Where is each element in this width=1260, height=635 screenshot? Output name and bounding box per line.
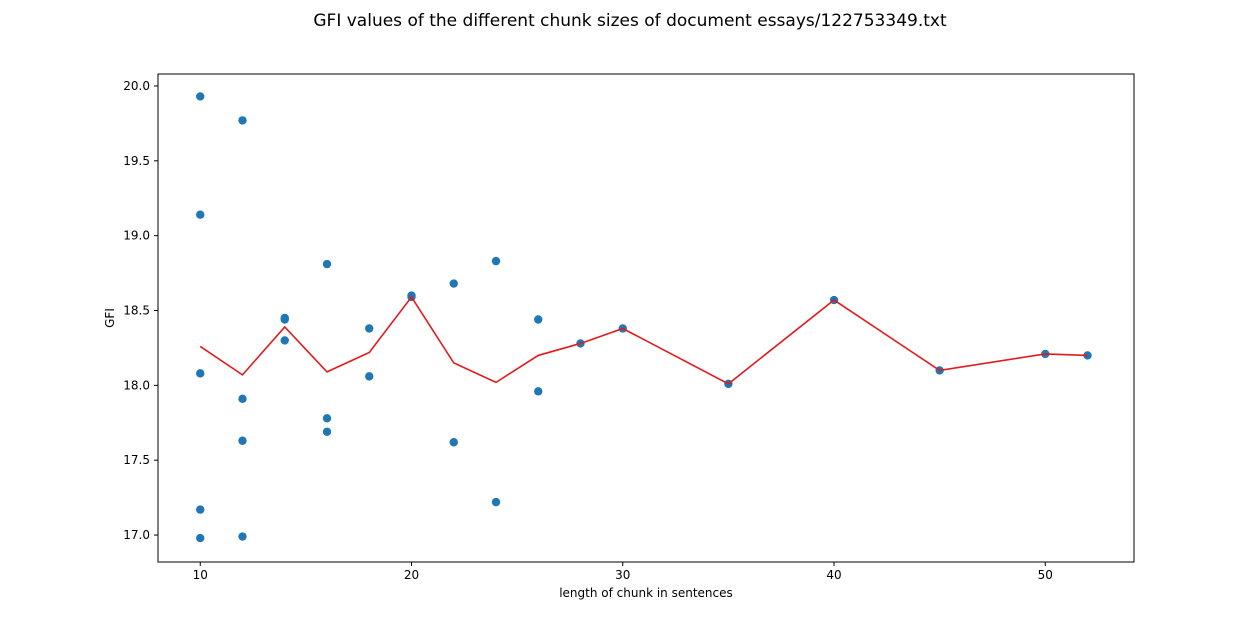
y-tick-label: 17.5 (123, 453, 150, 467)
scatter-point (365, 324, 374, 333)
scatter-point (280, 336, 289, 345)
x-tick-label: 20 (404, 568, 419, 582)
scatter-point (238, 116, 247, 125)
scatter-point (1083, 351, 1092, 360)
scatter-point (449, 279, 458, 288)
x-tick-label: 10 (193, 568, 208, 582)
scatter-point (534, 315, 543, 324)
scatter-point (534, 387, 543, 396)
scatter-point (196, 505, 205, 514)
plot-frame (157, 73, 1135, 563)
scatter-point (280, 315, 289, 324)
scatter-point (491, 497, 501, 507)
scatter-point (238, 394, 247, 404)
scatter-point (196, 533, 205, 543)
scatter-point (238, 436, 247, 445)
scatter-point (322, 414, 332, 423)
x-tick-label: 30 (615, 568, 630, 582)
x-tick-label: 40 (826, 568, 841, 582)
scatter-point (196, 210, 205, 219)
y-tick-label: 18.5 (123, 304, 150, 318)
y-tick-label: 18.0 (123, 378, 150, 392)
y-tick-label: 20.0 (123, 79, 150, 93)
y-tick-label: 19.0 (123, 229, 150, 243)
y-axis-label: GFI (103, 308, 117, 328)
y-tick-label: 19.5 (123, 154, 150, 168)
x-tick-label: 50 (1038, 568, 1053, 582)
plot-area: 10 20 30 40 50 17.0 17.5 18.0 18.5 19.0 19.5 20.0 (123, 73, 1135, 582)
chart-title: GFI values of the different chunk sizes … (313, 11, 947, 31)
scatter-point (238, 532, 247, 541)
y-tick-label: 17.0 (123, 528, 150, 542)
scatter-point (449, 438, 458, 447)
scatter-point (365, 372, 374, 381)
scatter-point (196, 92, 205, 101)
x-axis-label: length of chunk in sentences (559, 586, 733, 600)
scatter-point (196, 369, 205, 378)
scatter-point (322, 427, 332, 436)
mean-line (199, 295, 1088, 385)
scatter-point (491, 256, 501, 266)
scatter-point (322, 259, 332, 269)
